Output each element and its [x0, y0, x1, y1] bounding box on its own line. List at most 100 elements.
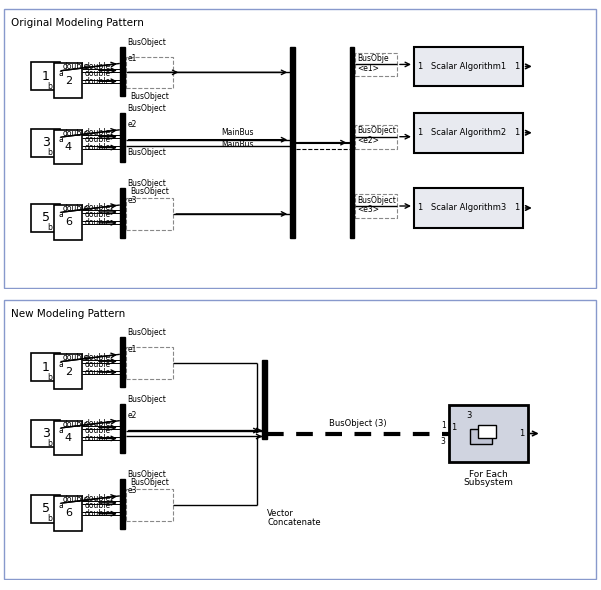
- Text: 1: 1: [41, 70, 49, 83]
- Text: double: double: [84, 502, 111, 510]
- Text: BusObject: BusObject: [128, 148, 166, 157]
- Text: 3: 3: [41, 136, 49, 149]
- Text: 1: 1: [417, 62, 422, 71]
- Text: e2: e2: [128, 411, 137, 420]
- Text: BusObje: BusObje: [358, 54, 389, 63]
- Text: double: double: [63, 495, 88, 504]
- Text: double: double: [63, 129, 88, 138]
- Text: double: double: [84, 211, 111, 219]
- Bar: [355, 194, 397, 218]
- Text: 3: 3: [441, 437, 445, 446]
- Bar: [414, 47, 523, 86]
- Text: double: double: [84, 360, 111, 369]
- Bar: [126, 198, 173, 230]
- Text: double: double: [84, 368, 111, 376]
- Text: 5: 5: [41, 502, 49, 515]
- Text: BusObject: BusObject: [128, 104, 166, 113]
- Text: a: a: [58, 69, 63, 78]
- Text: 6: 6: [65, 217, 72, 227]
- Text: double: double: [84, 509, 111, 518]
- Text: double: double: [84, 128, 111, 137]
- Bar: [55, 130, 82, 165]
- Text: BusObject: BusObject: [358, 195, 396, 205]
- Text: e3: e3: [128, 195, 137, 205]
- Text: double: double: [84, 419, 111, 428]
- Text: e1: e1: [128, 345, 137, 354]
- Bar: [350, 47, 355, 238]
- Text: 1: 1: [417, 204, 422, 212]
- Text: Scalar Algorithm1: Scalar Algorithm1: [431, 62, 506, 71]
- Bar: [414, 188, 523, 228]
- Text: 6: 6: [65, 508, 72, 518]
- Bar: [126, 348, 173, 379]
- Bar: [120, 113, 125, 162]
- Bar: [263, 360, 267, 440]
- Bar: [120, 188, 125, 238]
- Text: double: double: [63, 204, 88, 213]
- Bar: [31, 204, 61, 232]
- Text: Vector: Vector: [267, 509, 294, 518]
- Text: double: double: [63, 63, 88, 71]
- Text: a: a: [58, 360, 63, 369]
- Text: double: double: [63, 353, 88, 362]
- Text: BusObject: BusObject: [128, 329, 166, 337]
- Text: b: b: [47, 514, 52, 523]
- Text: b: b: [47, 439, 52, 448]
- Text: e3: e3: [128, 486, 137, 496]
- Text: double: double: [84, 494, 111, 503]
- Text: 4: 4: [65, 433, 72, 443]
- Bar: [414, 113, 523, 153]
- Text: e2: e2: [128, 120, 137, 129]
- Text: a: a: [58, 211, 63, 219]
- Text: a: a: [58, 135, 63, 144]
- Text: 3: 3: [41, 427, 49, 440]
- Text: Scalar Algorithm2: Scalar Algorithm2: [431, 128, 506, 137]
- Text: double: double: [84, 434, 111, 443]
- Text: 1: 1: [514, 62, 520, 71]
- Bar: [478, 425, 496, 438]
- Bar: [448, 405, 528, 462]
- Text: b: b: [47, 373, 52, 382]
- Text: 4: 4: [65, 142, 72, 152]
- Text: double: double: [84, 218, 111, 227]
- Text: double: double: [84, 69, 111, 78]
- Text: Scalar Algorithm3: Scalar Algorithm3: [431, 204, 506, 212]
- Text: BusObject (3): BusObject (3): [329, 419, 386, 428]
- Bar: [31, 63, 61, 90]
- Text: 5: 5: [41, 211, 49, 224]
- Bar: [120, 47, 125, 96]
- Text: MainBus: MainBus: [221, 128, 253, 137]
- Text: 1: 1: [417, 128, 422, 137]
- Text: 1: 1: [514, 128, 520, 137]
- Text: 3: 3: [466, 411, 472, 419]
- Text: BusObject: BusObject: [128, 38, 166, 47]
- Bar: [126, 57, 173, 88]
- Text: 2: 2: [65, 76, 72, 86]
- Bar: [120, 337, 125, 387]
- Bar: [55, 64, 82, 98]
- Bar: [120, 404, 125, 453]
- Text: BusObject: BusObject: [128, 470, 166, 479]
- Text: double: double: [84, 143, 111, 152]
- Bar: [355, 125, 397, 149]
- Bar: [290, 47, 295, 238]
- Text: BusObject: BusObject: [128, 395, 166, 404]
- Text: double: double: [84, 204, 111, 212]
- Bar: [31, 419, 61, 447]
- Text: BusObject: BusObject: [130, 92, 169, 101]
- Text: a: a: [58, 426, 63, 435]
- Text: <e2>: <e2>: [358, 136, 379, 145]
- Text: For Each: For Each: [469, 470, 507, 479]
- Text: 1: 1: [514, 204, 520, 212]
- Text: b: b: [47, 223, 52, 232]
- Bar: [31, 129, 61, 156]
- Bar: [55, 496, 82, 530]
- Text: double: double: [84, 135, 111, 144]
- Text: double: double: [84, 426, 111, 435]
- Bar: [55, 421, 82, 455]
- Bar: [55, 355, 82, 389]
- Text: <e3>: <e3>: [358, 205, 379, 215]
- Text: double: double: [84, 353, 111, 362]
- Text: double: double: [84, 62, 111, 71]
- Text: BusObject: BusObject: [130, 187, 169, 196]
